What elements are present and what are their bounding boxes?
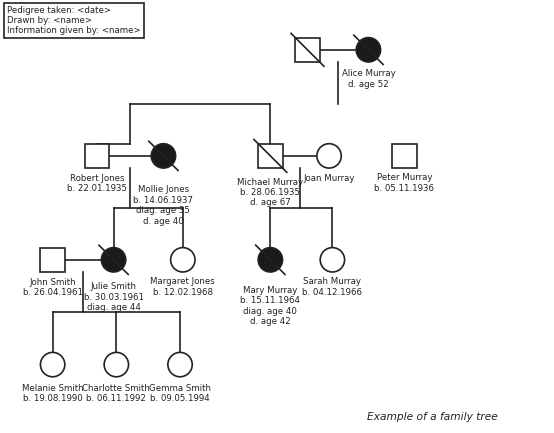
Bar — [258, 144, 283, 168]
Ellipse shape — [258, 248, 283, 272]
Text: John Smith
b. 26.04.1961: John Smith b. 26.04.1961 — [23, 278, 83, 297]
Bar — [392, 144, 417, 168]
Ellipse shape — [151, 144, 176, 168]
Text: Mary Murray
b. 15.11.1964
diag. age 40
d. age 42: Mary Murray b. 15.11.1964 diag. age 40 d… — [240, 286, 300, 326]
Text: Joan Murray: Joan Murray — [304, 174, 355, 183]
Text: Robert Jones
b. 22.01.1935: Robert Jones b. 22.01.1935 — [67, 174, 127, 194]
Text: Pedigree taken: <date>
Drawn by: <name>
Information given by: <name>: Pedigree taken: <date> Drawn by: <name> … — [7, 6, 141, 36]
Ellipse shape — [356, 38, 381, 62]
Ellipse shape — [40, 352, 65, 377]
Ellipse shape — [317, 144, 341, 168]
Text: Alice Murray
d. age 52: Alice Murray d. age 52 — [341, 69, 396, 89]
Ellipse shape — [171, 248, 195, 272]
Text: Charlotte Smith
b. 06.11.1992: Charlotte Smith b. 06.11.1992 — [83, 384, 150, 403]
Bar — [295, 38, 320, 62]
Text: Michael Murray
b. 28.06.1935
d. age 67: Michael Murray b. 28.06.1935 d. age 67 — [237, 178, 304, 207]
Text: Margaret Jones
b. 12.02.1968: Margaret Jones b. 12.02.1968 — [151, 277, 215, 297]
Bar — [40, 248, 65, 272]
Bar — [85, 144, 109, 168]
Text: Gemma Smith
b. 09.05.1994: Gemma Smith b. 09.05.1994 — [149, 384, 211, 403]
Ellipse shape — [320, 248, 345, 272]
Ellipse shape — [168, 352, 192, 377]
Text: Melanie Smith
b. 19.08.1990: Melanie Smith b. 19.08.1990 — [22, 384, 84, 403]
Ellipse shape — [101, 248, 126, 272]
Text: Example of a family tree: Example of a family tree — [367, 412, 497, 422]
Text: Mollie Jones
b. 14.06.1937
diag. age 35
d. age 40: Mollie Jones b. 14.06.1937 diag. age 35 … — [134, 185, 193, 226]
Text: Peter Murray
b. 05.11.1936: Peter Murray b. 05.11.1936 — [375, 173, 434, 193]
Text: Sarah Murray
b. 04.12.1966: Sarah Murray b. 04.12.1966 — [302, 277, 362, 297]
Ellipse shape — [104, 352, 129, 377]
Text: Julie Smith
b. 30.03.1961
diag. age 44: Julie Smith b. 30.03.1961 diag. age 44 — [84, 282, 143, 312]
